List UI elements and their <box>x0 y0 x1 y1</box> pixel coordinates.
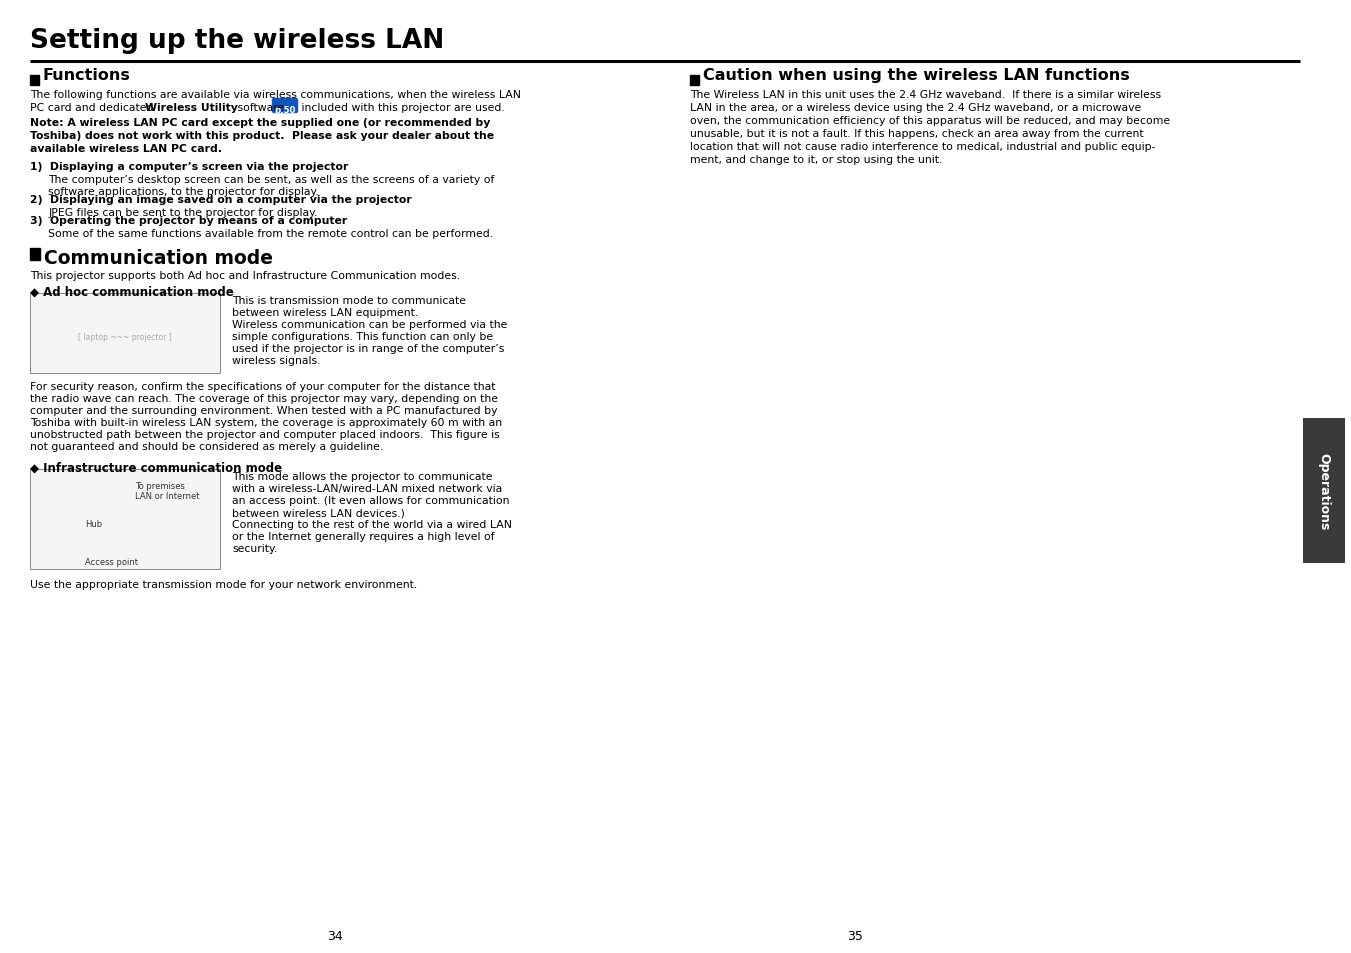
Bar <box>30 249 41 261</box>
Text: or the Internet generally requires a high level of: or the Internet generally requires a hig… <box>232 532 494 541</box>
Text: This is transmission mode to communicate: This is transmission mode to communicate <box>232 295 466 306</box>
Text: oven, the communication efficiency of this apparatus will be reduced, and may be: oven, the communication efficiency of th… <box>690 116 1170 126</box>
Text: The computer’s desktop screen can be sent, as well as the screens of a variety o: The computer’s desktop screen can be sen… <box>49 174 494 185</box>
Text: used if the projector is in range of the computer’s: used if the projector is in range of the… <box>232 344 504 354</box>
Text: available wireless LAN PC card.: available wireless LAN PC card. <box>30 144 222 153</box>
Text: PC card and dedicated: PC card and dedicated <box>30 103 157 112</box>
Text: Wireless Utility: Wireless Utility <box>145 103 238 112</box>
Text: LAN or Internet: LAN or Internet <box>135 492 200 500</box>
Text: Functions: Functions <box>43 68 131 83</box>
Text: 3)  Operating the projector by means of a computer: 3) Operating the projector by means of a… <box>30 215 347 226</box>
Text: unusable, but it is not a fault. If this happens, check an area away from the cu: unusable, but it is not a fault. If this… <box>690 129 1144 139</box>
Text: software applications, to the projector for display.: software applications, to the projector … <box>49 187 319 196</box>
Text: computer and the surrounding environment. When tested with a PC manufactured by: computer and the surrounding environment… <box>30 406 497 416</box>
Text: 2)  Displaying an image saved on a computer via the projector: 2) Displaying an image saved on a comput… <box>30 194 412 205</box>
Text: For security reason, confirm the specifications of your computer for the distanc: For security reason, confirm the specifi… <box>30 381 496 392</box>
Text: p.50: p.50 <box>274 106 296 115</box>
Text: 1)  Displaying a computer’s screen via the projector: 1) Displaying a computer’s screen via th… <box>30 162 349 172</box>
Bar <box>30 470 220 569</box>
Text: 35: 35 <box>847 929 863 942</box>
Text: Access point: Access point <box>85 558 138 566</box>
Text: Hub: Hub <box>85 519 103 529</box>
Text: This mode allows the projector to communicate: This mode allows the projector to commun… <box>232 472 493 481</box>
Text: included with this projector are used.: included with this projector are used. <box>299 103 505 112</box>
Bar <box>690 76 698 86</box>
Text: software: software <box>234 103 288 112</box>
Text: Communication mode: Communication mode <box>45 249 273 268</box>
Text: an access point. (It even allows for communication: an access point. (It even allows for com… <box>232 496 509 505</box>
Text: Use the appropriate transmission mode for your network environment.: Use the appropriate transmission mode fo… <box>30 579 417 589</box>
Bar <box>30 294 220 374</box>
Text: Setting up the wireless LAN: Setting up the wireless LAN <box>30 28 444 54</box>
Text: This projector supports both Ad hoc and Infrastructure Communication modes.: This projector supports both Ad hoc and … <box>30 271 461 281</box>
Text: unobstructed path between the projector and computer placed indoors.  This figur: unobstructed path between the projector … <box>30 430 500 439</box>
Text: not guaranteed and should be considered as merely a guideline.: not guaranteed and should be considered … <box>30 441 384 452</box>
Text: security.: security. <box>232 543 277 554</box>
Text: Note: A wireless LAN PC card except the supplied one (or recommended by: Note: A wireless LAN PC card except the … <box>30 118 490 128</box>
Text: simple configurations. This function can only be: simple configurations. This function can… <box>232 332 493 341</box>
Text: ment, and change to it, or stop using the unit.: ment, and change to it, or stop using th… <box>690 154 943 165</box>
Bar <box>30 76 39 86</box>
Bar <box>1302 418 1346 563</box>
Text: JPEG files can be sent to the projector for display.: JPEG files can be sent to the projector … <box>49 208 317 218</box>
Text: Connecting to the rest of the world via a wired LAN: Connecting to the rest of the world via … <box>232 519 512 530</box>
Text: [ laptop ~~~ projector ]: [ laptop ~~~ projector ] <box>78 334 172 342</box>
Text: The following functions are available via wireless communications, when the wire: The following functions are available vi… <box>30 90 521 100</box>
Text: location that will not cause radio interference to medical, industrial and publi: location that will not cause radio inter… <box>690 142 1155 152</box>
Text: between wireless LAN equipment.: between wireless LAN equipment. <box>232 308 419 317</box>
Text: ◆ Infrastructure communication mode: ◆ Infrastructure communication mode <box>30 461 282 475</box>
Text: between wireless LAN devices.): between wireless LAN devices.) <box>232 507 405 517</box>
Text: Toshiba with built-in wireless LAN system, the coverage is approximately 60 m wi: Toshiba with built-in wireless LAN syste… <box>30 417 503 428</box>
Text: To premises: To premises <box>135 481 185 491</box>
Text: ◆ Ad hoc communication mode: ◆ Ad hoc communication mode <box>30 286 234 298</box>
Text: Toshiba) does not work with this product.  Please ask your dealer about the: Toshiba) does not work with this product… <box>30 131 494 141</box>
Text: the radio wave can reach. The coverage of this projector may vary, depending on : the radio wave can reach. The coverage o… <box>30 394 499 403</box>
Text: Operations: Operations <box>1317 453 1331 530</box>
Text: wireless signals.: wireless signals. <box>232 355 320 366</box>
Text: Wireless communication can be performed via the: Wireless communication can be performed … <box>232 319 508 330</box>
Text: 34: 34 <box>327 929 343 942</box>
Text: Caution when using the wireless LAN functions: Caution when using the wireless LAN func… <box>703 68 1129 83</box>
FancyBboxPatch shape <box>273 99 297 113</box>
Text: Some of the same functions available from the remote control can be performed.: Some of the same functions available fro… <box>49 229 493 239</box>
Text: The Wireless LAN in this unit uses the 2.4 GHz waveband.  If there is a similar : The Wireless LAN in this unit uses the 2… <box>690 90 1161 100</box>
Text: LAN in the area, or a wireless device using the 2.4 GHz waveband, or a microwave: LAN in the area, or a wireless device us… <box>690 103 1142 112</box>
Text: with a wireless-LAN/wired-LAN mixed network via: with a wireless-LAN/wired-LAN mixed netw… <box>232 483 503 494</box>
